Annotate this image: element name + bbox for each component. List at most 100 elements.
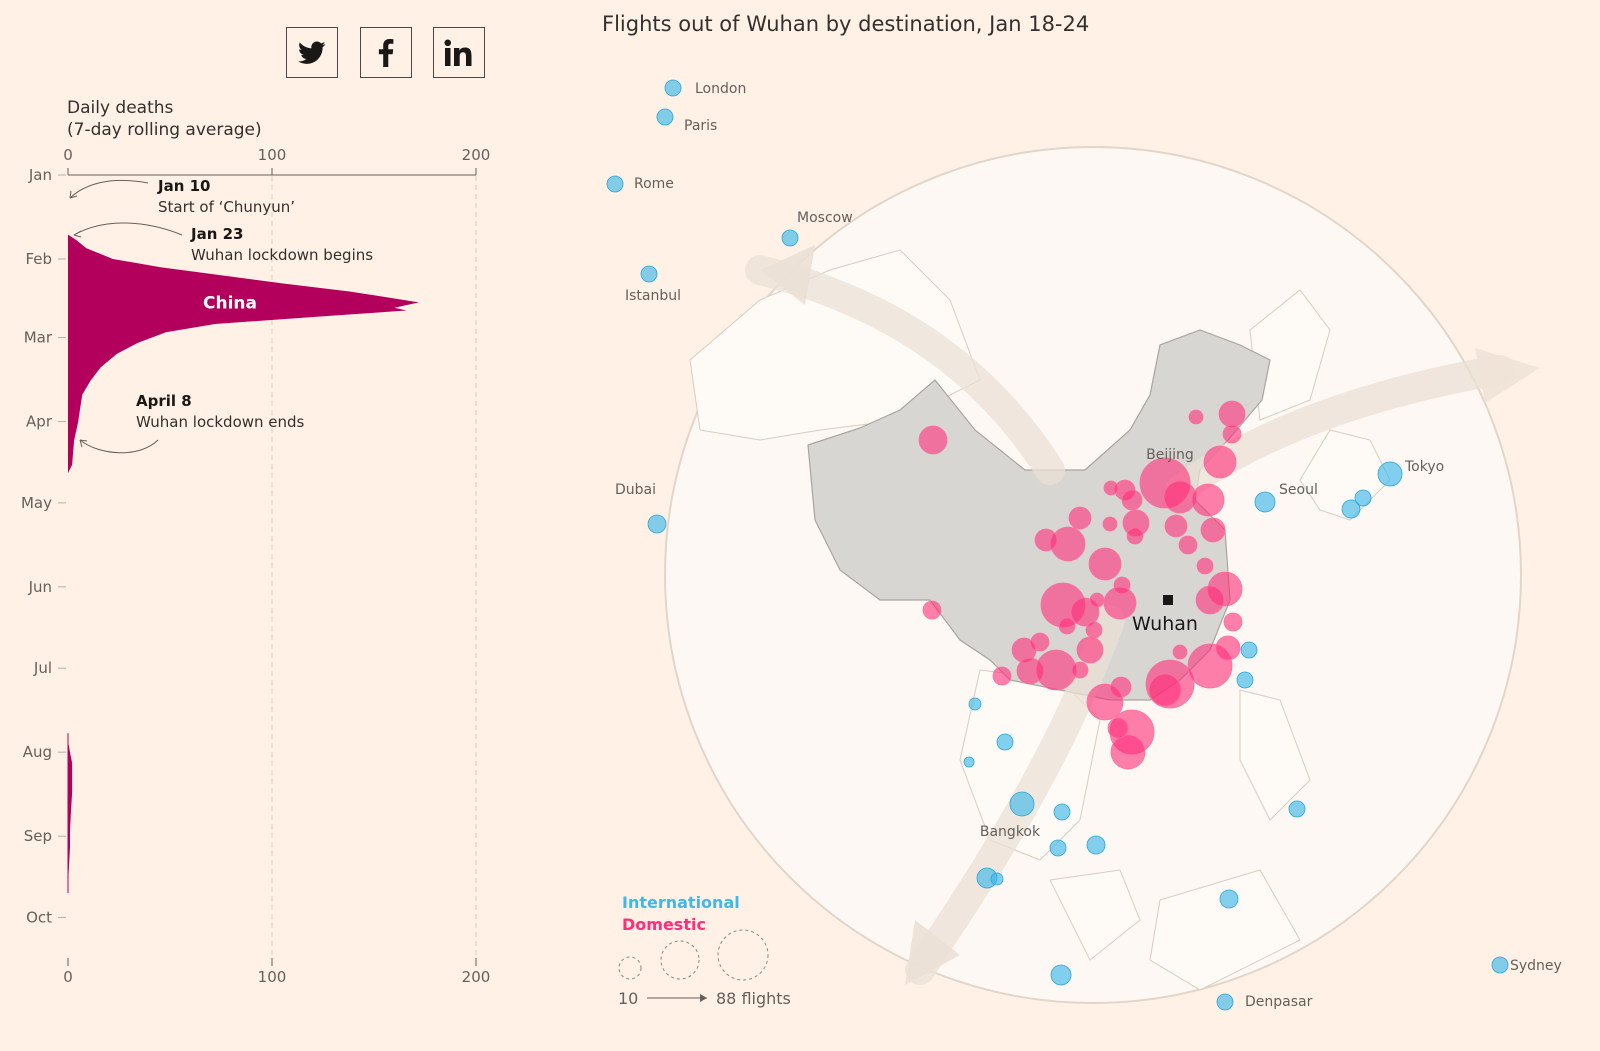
domestic-flight-bubble — [1103, 480, 1119, 496]
domestic-flight-bubble — [1191, 483, 1225, 517]
facebook-icon — [378, 38, 394, 67]
linkedin-share-button[interactable] — [433, 27, 485, 78]
legend-size-circle — [717, 929, 769, 981]
annotation-arrow — [73, 222, 183, 236]
annotation-arrowhead — [73, 230, 82, 238]
city-label: Beijing — [1146, 447, 1194, 463]
facebook-share-button[interactable] — [360, 27, 412, 78]
domestic-flight-bubble — [1035, 649, 1077, 691]
domestic-flight-bubble — [1107, 717, 1129, 739]
international-flight-bubble — [1049, 839, 1067, 857]
legend-size-arrowhead — [700, 994, 707, 1002]
month-label: Oct — [26, 908, 52, 926]
domestic-flight-bubble — [992, 666, 1012, 686]
twitter-share-button[interactable] — [286, 27, 338, 78]
domestic-flight-bubble — [1222, 424, 1242, 444]
international-flight-bubble — [968, 697, 982, 711]
domestic-flight-bubble — [922, 600, 942, 620]
city-label: Denpasar — [1245, 994, 1313, 1010]
legend-size-min: 10 — [618, 989, 638, 1008]
city-label: Tokyo — [1404, 459, 1444, 475]
legend-size-circle — [660, 940, 700, 980]
top-axis-tick-label: 100 — [258, 146, 287, 164]
city-label: Seoul — [1279, 482, 1318, 498]
flow-arrowhead — [905, 920, 960, 985]
international-flight-bubble — [1236, 671, 1254, 689]
flights-map: Wuhan London Paris Rome Moscow Istanbul Dubai B… — [606, 79, 1562, 1011]
domestic-flight-bubble — [1195, 585, 1225, 615]
wuhan-label: Wuhan — [1132, 613, 1198, 635]
month-label: May — [21, 494, 52, 512]
neighbour-land — [1149, 869, 1301, 991]
linkedin-icon — [444, 39, 472, 66]
domestic-flight-bubble — [1163, 480, 1197, 514]
deaths-chart: 0 100 200 0 100 200 Jan Feb Mar Apr May Jun Jul Aug Se… — [21, 146, 491, 986]
annotation-arrow — [79, 439, 159, 454]
month-label: Apr — [26, 413, 53, 431]
month-label: Aug — [23, 743, 52, 761]
international-flight-bubble — [1288, 800, 1306, 818]
top-axis-tick-label: 200 — [462, 146, 491, 164]
domestic-flight-bubble — [1196, 557, 1214, 575]
domestic-flight-bubble — [1068, 506, 1092, 530]
domestic-flight-bubble — [1121, 489, 1143, 511]
city-label: Paris — [684, 118, 717, 134]
international-flight-bubble — [606, 175, 624, 193]
domestic-flight-bubble — [1203, 445, 1237, 479]
international-flight-bubble — [656, 108, 674, 126]
annotation-title: Jan 23 — [190, 225, 243, 243]
domestic-flight-bubble — [1200, 517, 1226, 543]
month-label: Jun — [28, 578, 52, 596]
international-flight-bubble — [1009, 791, 1035, 817]
international-flight-bubble — [990, 872, 1004, 886]
series-label-china: China — [203, 293, 257, 313]
domestic-flight-bubble — [1034, 528, 1058, 552]
domestic-flight-bubble — [1126, 527, 1144, 545]
international-flight-bubble — [647, 514, 667, 534]
neighbour-land — [1049, 869, 1141, 961]
international-flight-bubble — [1216, 993, 1234, 1011]
chart-heading-line1: Daily deaths — [67, 98, 174, 118]
domestic-flight-bubble — [1164, 514, 1188, 538]
domestic-flight-bubble — [1089, 592, 1105, 608]
domestic-flight-bubble — [918, 425, 948, 455]
wuhan-hub-marker — [1163, 595, 1173, 605]
china-deaths-area — [68, 234, 419, 474]
domestic-flight-bubble — [1148, 673, 1182, 707]
month-label: Jan — [28, 166, 52, 184]
domestic-flight-bubble — [1102, 516, 1118, 532]
annotation-title: Jan 10 — [157, 177, 210, 195]
annotation-arrowhead — [79, 439, 88, 448]
international-flight-bubble — [1086, 835, 1106, 855]
domestic-flight-bubble — [1110, 734, 1146, 770]
chart-axis-heading: Daily deaths (7-day rolling average) — [67, 97, 262, 141]
domestic-flight-bubble — [1088, 547, 1122, 581]
flow-arrowhead — [1475, 348, 1540, 403]
domestic-flight-bubble — [1172, 644, 1188, 660]
international-flight-bubble — [781, 229, 799, 247]
domestic-flight-bubble — [1085, 621, 1103, 639]
month-label: Sep — [24, 827, 52, 845]
international-flight-bubble — [1377, 461, 1403, 487]
legend-size-circle — [618, 956, 642, 980]
domestic-flight-bubble — [1218, 400, 1246, 428]
annotation-arrowhead — [69, 190, 78, 199]
month-label: Mar — [24, 329, 53, 347]
domestic-flight-bubble — [1086, 683, 1124, 721]
international-flight-bubble — [1254, 491, 1276, 513]
domestic-flight-bubble — [1188, 409, 1204, 425]
map-title: Flights out of Wuhan by destination, Jan… — [602, 12, 1090, 36]
chart-heading-line2: (7-day rolling average) — [67, 120, 262, 140]
twitter-icon — [298, 40, 326, 64]
annotation-title: April 8 — [136, 392, 192, 410]
annotation-text: Start of ‘Chunyun’ — [158, 198, 295, 216]
international-flight-bubble — [1053, 803, 1071, 821]
city-label: Moscow — [797, 210, 853, 226]
international-flight-bubble — [640, 265, 658, 283]
annotation-arrow — [69, 180, 149, 199]
city-label: Rome — [634, 176, 674, 192]
city-label: Dubai — [615, 482, 656, 498]
bottom-axis-tick-label: 100 — [258, 968, 287, 986]
domestic-flight-bubble — [1058, 617, 1076, 635]
top-axis-tick-label: 0 — [63, 146, 73, 164]
